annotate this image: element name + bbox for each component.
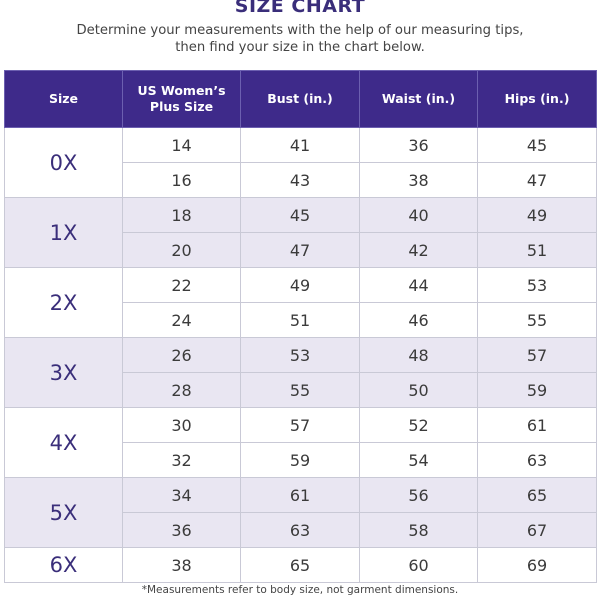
waist-cell: 52 <box>359 407 478 443</box>
us-cell: 16 <box>122 162 241 198</box>
bust-cell: 57 <box>240 407 360 443</box>
bust-cell: 63 <box>240 512 360 548</box>
us-cell: 20 <box>122 232 241 268</box>
header-waist: Waist (in.) <box>359 70 478 128</box>
waist-cell: 46 <box>359 302 478 338</box>
table-row: 0X 14 41 36 45 <box>4 127 597 198</box>
waist-cell: 56 <box>359 477 478 513</box>
table-row: 28 55 50 59 <box>5 372 597 408</box>
bust-cell: 59 <box>240 442 360 478</box>
size-cell: 5X <box>4 477 123 548</box>
waist-cell: 36 <box>359 127 478 163</box>
hips-cell: 69 <box>477 547 597 583</box>
bust-cell: 65 <box>240 547 360 583</box>
footnote: *Measurements refer to body size, not ga… <box>141 584 459 596</box>
waist-cell: 42 <box>359 232 478 268</box>
header-size: Size <box>4 70 123 128</box>
hips-cell: 65 <box>477 477 597 513</box>
table-row: 24 51 46 55 <box>5 302 597 338</box>
table-row: 16 43 38 47 <box>5 162 597 198</box>
hips-cell: 61 <box>477 407 597 443</box>
page-title: SIZE CHART <box>234 0 366 17</box>
page-subtitle: Determine your measurements with the hel… <box>0 22 600 56</box>
hips-cell: 67 <box>477 512 597 548</box>
us-cell: 14 <box>122 127 241 163</box>
table-header: Size US Women’s Plus Size Bust (in.) Wai… <box>4 70 597 128</box>
hips-cell: 45 <box>477 127 597 163</box>
table-row: 32 59 54 63 <box>5 442 597 478</box>
bust-cell: 49 <box>240 267 360 303</box>
us-cell: 32 <box>122 442 241 478</box>
waist-cell: 50 <box>359 372 478 408</box>
hips-cell: 47 <box>477 162 597 198</box>
hips-cell: 57 <box>477 337 597 373</box>
hips-cell: 63 <box>477 442 597 478</box>
header-us-plus-line-2: Plus Size <box>149 99 214 114</box>
hips-cell: 55 <box>477 302 597 338</box>
bust-cell: 43 <box>240 162 360 198</box>
bust-cell: 51 <box>240 302 360 338</box>
header-bust: Bust (in.) <box>240 70 360 128</box>
bust-cell: 47 <box>240 232 360 268</box>
hips-cell: 51 <box>477 232 597 268</box>
header-us-plus-line-1: US Women’s <box>137 83 226 98</box>
us-cell: 24 <box>122 302 241 338</box>
table-row: 20 47 42 51 <box>5 232 597 268</box>
us-cell: 28 <box>122 372 241 408</box>
bust-cell: 55 <box>240 372 360 408</box>
waist-cell: 44 <box>359 267 478 303</box>
waist-cell: 54 <box>359 442 478 478</box>
subtitle-line-2: then find your size in the chart below. <box>175 40 425 55</box>
waist-cell: 58 <box>359 512 478 548</box>
us-cell: 30 <box>122 407 241 443</box>
table-row: 2X 22 49 44 53 <box>4 267 597 338</box>
size-cell: 1X <box>4 197 123 268</box>
waist-cell: 40 <box>359 197 478 233</box>
table-row: 6X 38 65 60 69 <box>4 547 597 583</box>
waist-cell: 38 <box>359 162 478 198</box>
hips-cell: 53 <box>477 267 597 303</box>
size-chart-table: Size US Women’s Plus Size Bust (in.) Wai… <box>4 70 597 583</box>
size-cell: 4X <box>4 407 123 478</box>
table-row: 4X 30 57 52 61 <box>4 407 597 478</box>
table-body: 0X 14 41 36 45 16 43 38 47 1X 18 45 40 49 20 47 42 51 2X 22… <box>4 127 597 583</box>
header-row: Size US Women’s Plus Size Bust (in.) Wai… <box>4 70 597 128</box>
bust-cell: 53 <box>240 337 360 373</box>
size-cell: 3X <box>4 337 123 408</box>
table-row: 1X 18 45 40 49 <box>4 197 597 268</box>
us-cell: 26 <box>122 337 241 373</box>
us-cell: 34 <box>122 477 241 513</box>
bust-cell: 61 <box>240 477 360 513</box>
waist-cell: 60 <box>359 547 478 583</box>
us-cell: 38 <box>122 547 241 583</box>
bust-cell: 45 <box>240 197 360 233</box>
size-cell: 0X <box>4 127 123 198</box>
table-row: 5X 34 61 56 65 <box>4 477 597 548</box>
header-us-plus-size: US Women’s Plus Size <box>122 70 241 128</box>
size-cell: 6X <box>4 547 123 583</box>
bust-cell: 41 <box>240 127 360 163</box>
us-cell: 18 <box>122 197 241 233</box>
hips-cell: 49 <box>477 197 597 233</box>
hips-cell: 59 <box>477 372 597 408</box>
header-hips: Hips (in.) <box>477 70 597 128</box>
subtitle-line-1: Determine your measurements with the hel… <box>76 23 524 38</box>
table-row: 36 63 58 67 <box>5 512 597 548</box>
size-cell: 2X <box>4 267 123 338</box>
us-cell: 22 <box>122 267 241 303</box>
waist-cell: 48 <box>359 337 478 373</box>
table-row: 3X 26 53 48 57 <box>4 337 597 408</box>
us-cell: 36 <box>122 512 241 548</box>
